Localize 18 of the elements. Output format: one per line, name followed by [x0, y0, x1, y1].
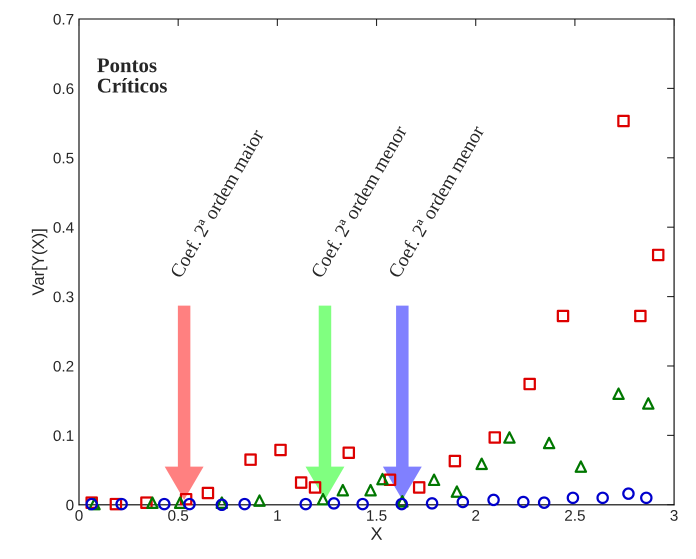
- y-tick-label: 0.5: [53, 152, 74, 164]
- y-tick-label: 0.1: [53, 430, 74, 442]
- x-tick-label: 3: [670, 510, 678, 521]
- x-tick-label: 0: [75, 510, 83, 521]
- y-tick-label: 0.3: [53, 291, 74, 302]
- x-axis-title: X: [370, 527, 382, 540]
- x-tick-label: 0.5: [168, 510, 188, 521]
- x-tick-label: 1.5: [367, 510, 387, 521]
- y-tick-label: 0.7: [53, 14, 74, 25]
- y-axis-title: Var[Y(X)]: [32, 229, 48, 296]
- y-tick-label: 0.2: [53, 360, 74, 372]
- annotation: Pontos Críticos: [97, 58, 167, 93]
- x-tick-label: 2: [472, 510, 480, 521]
- y-tick-label: 0.4: [53, 222, 74, 233]
- y-tick-label: 0.6: [53, 83, 74, 94]
- x-tick-label: 2.5: [565, 510, 585, 521]
- y-tick-label: 0: [66, 500, 74, 510]
- x-tick-label: 1: [274, 510, 281, 521]
